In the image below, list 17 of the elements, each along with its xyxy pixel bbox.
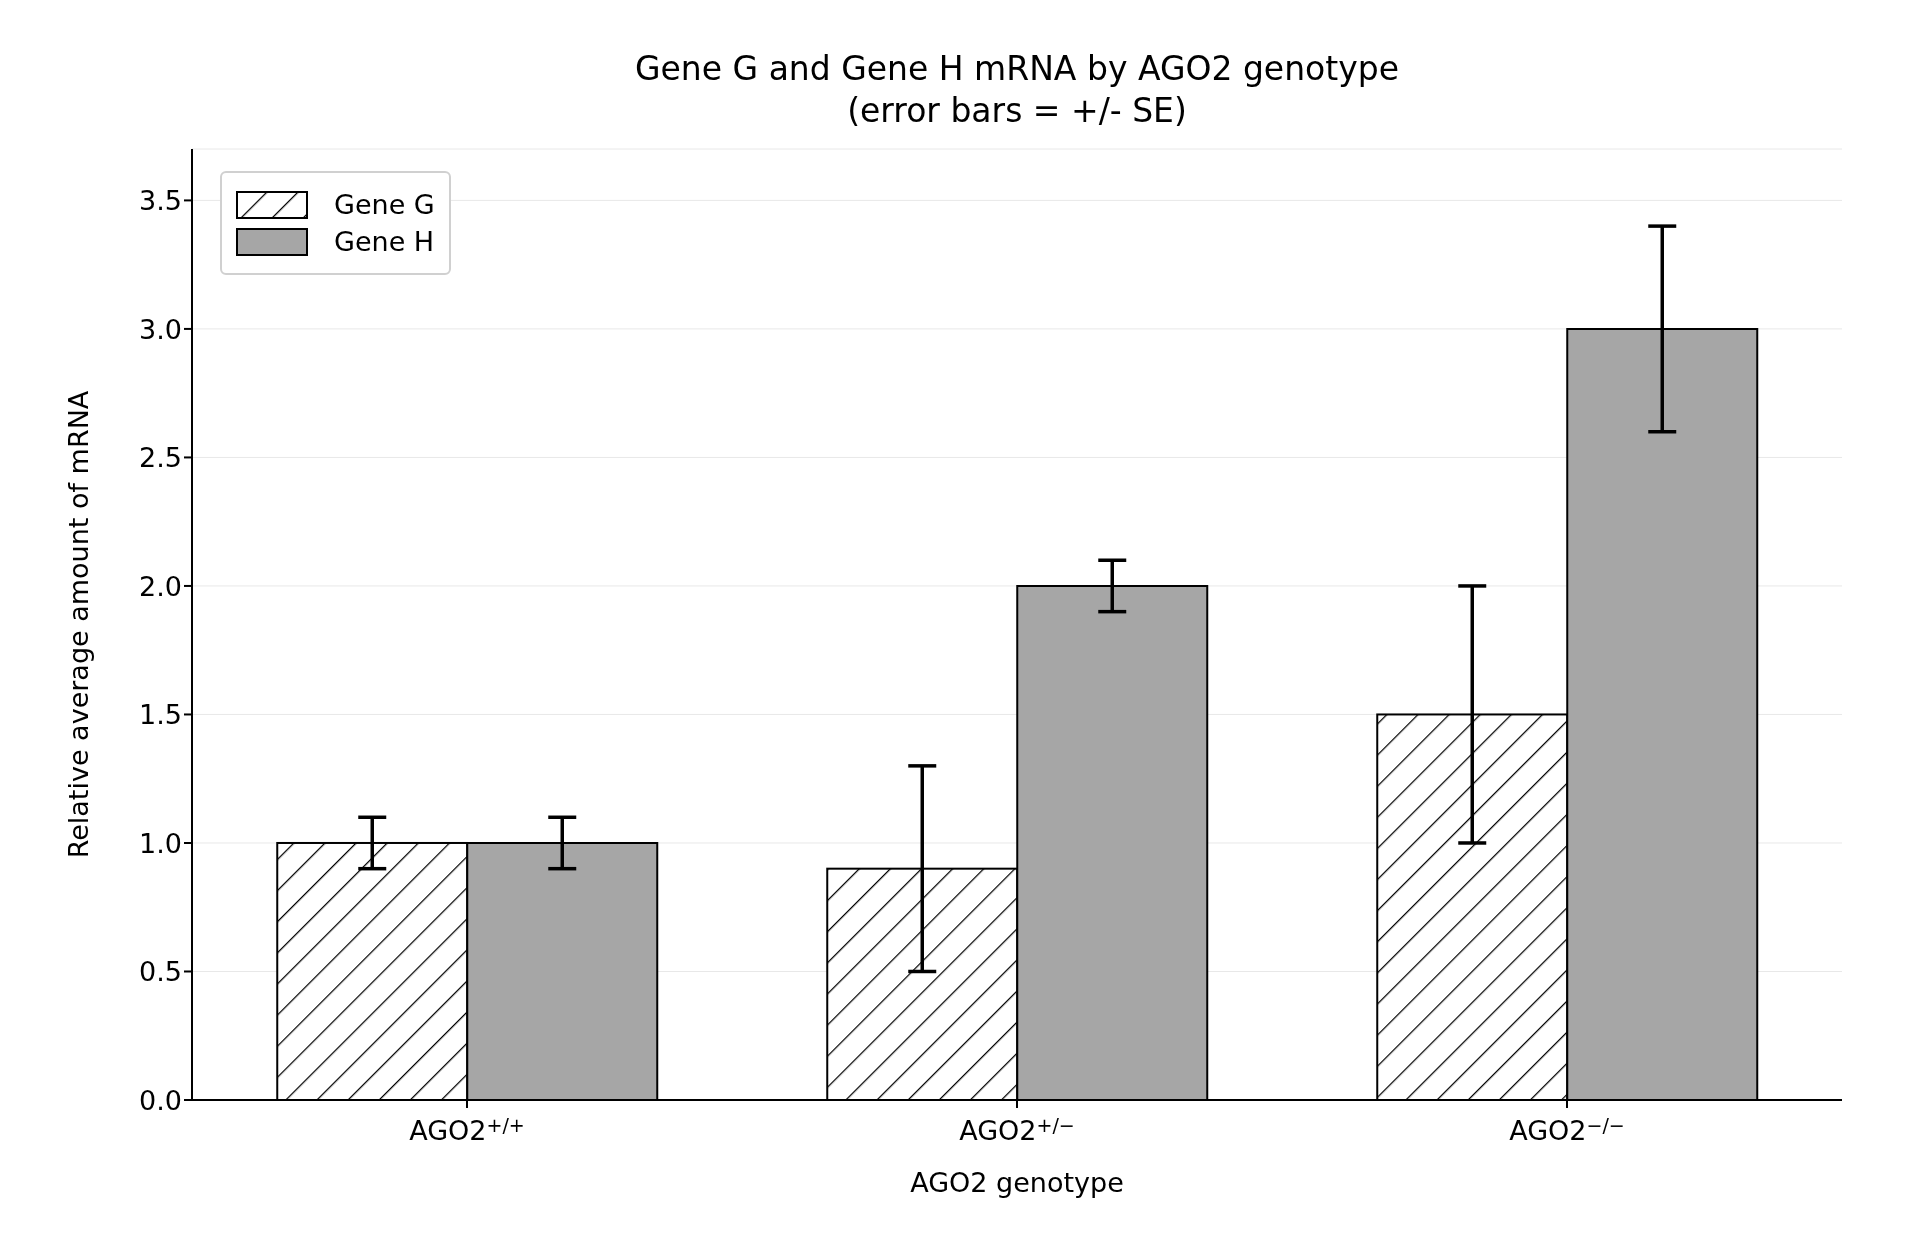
y-tick-label: 2.0 xyxy=(139,570,182,602)
y-tick-label: 2.5 xyxy=(139,442,182,474)
y-axis-title: Relative average amount of mRNA xyxy=(62,390,94,859)
x-tick-label: AGO2$^{+/−}$ xyxy=(959,1114,1075,1146)
y-tick-label: 0.5 xyxy=(139,956,182,988)
x-tick-label: AGO2$^{−/−}$ xyxy=(1509,1114,1625,1146)
y-tick-label: 3.0 xyxy=(139,313,182,345)
x-axis-title: AGO2 genotype xyxy=(910,1167,1124,1198)
y-tick-label: 1.0 xyxy=(139,827,182,859)
legend-label: Gene G xyxy=(334,189,435,220)
x-tick-label: AGO2$^{+/+}$ xyxy=(409,1114,525,1146)
y-tick-label: 3.5 xyxy=(139,184,182,216)
chart-title: Gene G and Gene H mRNA by AGO2 genotype xyxy=(634,48,1400,90)
y-tick-label: 1.5 xyxy=(139,699,182,731)
legend-label: Gene H xyxy=(334,226,435,257)
y-tick-label: 0.0 xyxy=(139,1084,182,1116)
chart-subtitle: (error bars = +/- SE) xyxy=(846,90,1188,132)
